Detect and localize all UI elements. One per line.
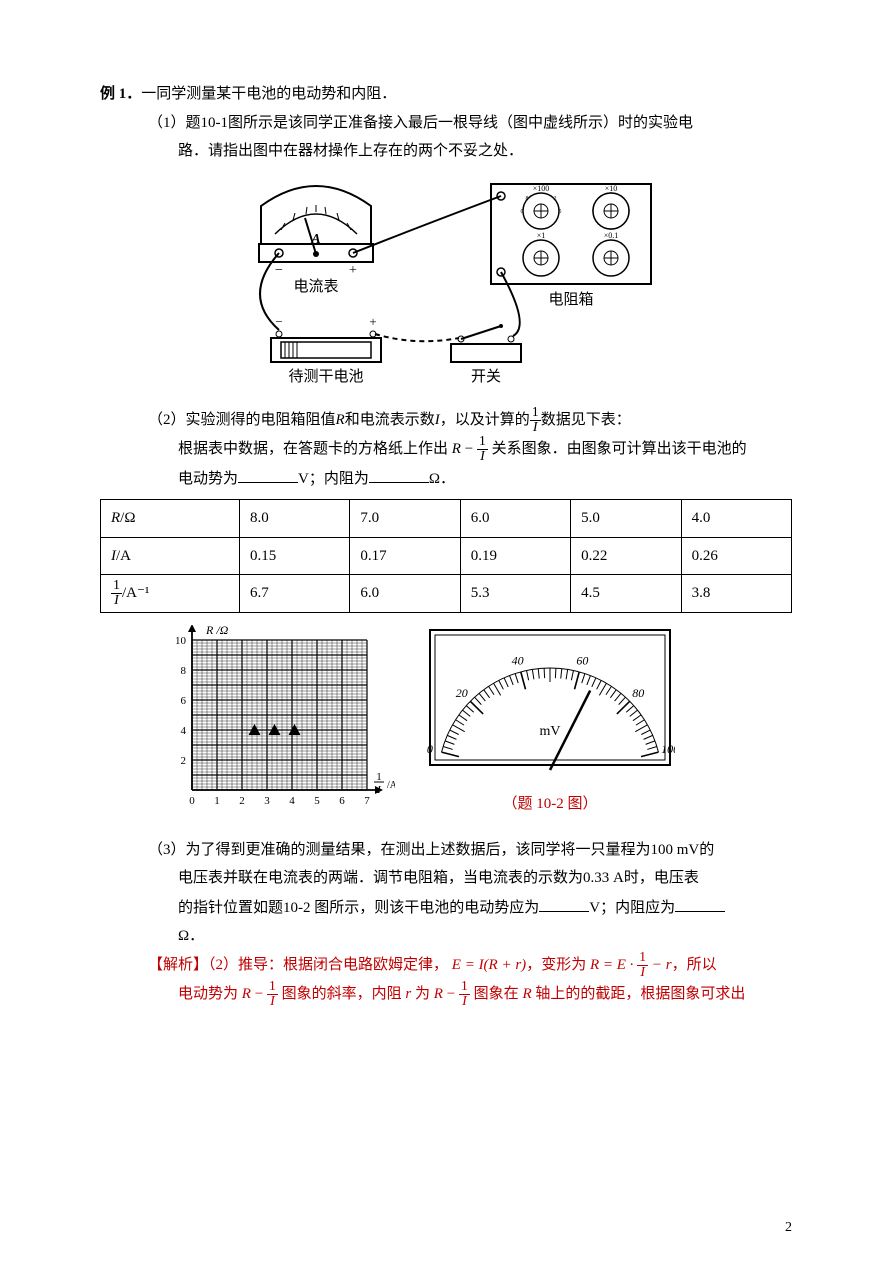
battery-label: 待测干电池 xyxy=(288,368,363,385)
svg-text:60: 60 xyxy=(576,653,588,667)
svg-text:mV: mV xyxy=(540,724,561,739)
equation-2: R = E · xyxy=(590,957,637,973)
ammeter-icon: A − + xyxy=(259,186,373,278)
svg-text:8: 8 xyxy=(526,196,529,202)
voltmeter-figure: 0 20 40 60 80 100 mV （题 10-2 图） xyxy=(425,625,675,818)
equation-1: E = I(R + r) xyxy=(452,957,526,973)
svg-text:1: 1 xyxy=(214,795,220,807)
svg-text:2: 2 xyxy=(554,196,557,202)
circuit-diagram: A − + 电流表 ×100 ×10 ×1 ×0.1 2 5 xyxy=(231,176,661,396)
analysis-line1: 【解析】（2）推导：根据闭合电路欧姆定律， E = I(R + r)，变形为 R… xyxy=(148,951,792,980)
svg-text:4: 4 xyxy=(289,795,295,807)
svg-text:3: 3 xyxy=(264,795,270,807)
analysis-label: 【解析】 xyxy=(148,957,208,973)
svg-text:80: 80 xyxy=(632,686,644,700)
voltmeter-dial: 0 20 40 60 80 100 mV xyxy=(425,625,675,775)
data-table: R/Ω 8.07.06.05.04.0 I/A 0.150.170.190.22… xyxy=(100,499,792,613)
svg-text:×10: ×10 xyxy=(605,184,618,193)
table-row: R/Ω 8.07.06.05.04.0 xyxy=(101,500,792,538)
example-label: 例 1． xyxy=(100,86,141,102)
page-number: 2 xyxy=(785,1215,792,1242)
part3-line3: 的指针位置如题10-2 图所示，则该干电池的电动势应为V；内阻应为 xyxy=(178,893,792,923)
part3-line4: Ω． xyxy=(178,922,792,951)
graph-figure: 01234567246810R /Ω1I/A⁻¹ xyxy=(160,625,395,826)
table-header-R: R/Ω xyxy=(101,500,240,538)
svg-text:R /Ω: R /Ω xyxy=(205,625,229,637)
table-row: 1I/A⁻¹ 6.76.05.34.53.8 xyxy=(101,575,792,613)
grid-chart: 01234567246810R /Ω1I/A⁻¹ xyxy=(160,625,395,815)
table-row: I/A 0.150.170.190.220.26 xyxy=(101,537,792,575)
emf2-blank xyxy=(539,893,589,912)
svg-text:20: 20 xyxy=(456,686,468,700)
example-title: 一同学测量某干电池的电动势和内阻． xyxy=(141,86,396,102)
svg-text:40: 40 xyxy=(512,653,524,667)
svg-text:2: 2 xyxy=(181,755,187,767)
part1-line2: 路．请指出图中在器材操作上存在的两个不妥之处． xyxy=(178,137,792,166)
battery-icon: − + xyxy=(271,314,381,362)
svg-text:2: 2 xyxy=(239,795,245,807)
internal-r-blank xyxy=(369,464,429,483)
svg-text:1: 1 xyxy=(376,771,382,783)
svg-text:×1: ×1 xyxy=(537,231,546,240)
table-header-invI: 1I/A⁻¹ xyxy=(101,575,240,613)
part2-label: （2） xyxy=(148,412,186,428)
analysis-line2: 电动势为 R − 1I 图象的斜率，内阻 r 为 R − 1I 图象在 R 轴上… xyxy=(178,980,792,1009)
part3-line1: （3）为了得到更准确的测量结果，在测出上述数据后，该同学将一只量程为100 mV… xyxy=(148,836,792,865)
svg-text:10: 10 xyxy=(175,635,187,647)
part2-line3: 电动势为V；内阻为Ω． xyxy=(178,464,792,494)
svg-text:100: 100 xyxy=(661,742,675,756)
resistance-box-icon: ×100 ×10 ×1 ×0.1 2 5 0 8 xyxy=(491,184,651,284)
svg-text:×100: ×100 xyxy=(533,184,550,193)
figure-caption: （题 10-2 图） xyxy=(425,790,675,819)
r2-blank xyxy=(675,893,725,912)
figure-row: 01234567246810R /Ω1I/A⁻¹ 020406080100mV … xyxy=(160,625,792,826)
ammeter-label: 电流表 xyxy=(293,278,338,295)
part1-label: （1） xyxy=(148,115,186,131)
svg-text:−: − xyxy=(275,263,283,278)
part1-line1: （1）题10-1图所示是该同学正准备接入最后一根导线（图中虚线所示）时的实验电 xyxy=(148,109,792,138)
emf-blank xyxy=(238,464,298,483)
svg-text:6: 6 xyxy=(339,795,345,807)
svg-text:4: 4 xyxy=(181,725,187,737)
svg-text:7: 7 xyxy=(364,795,370,807)
example-heading: 例 1．一同学测量某干电池的电动势和内阻． xyxy=(100,80,792,109)
part3-label: （3） xyxy=(148,842,186,858)
part2-line1: （2）实验测得的电阻箱阻值R和电流表示数I，以及计算的1I数据见下表： xyxy=(148,406,792,435)
resistance-box-label: 电阻箱 xyxy=(548,291,593,308)
switch-label: 开关 xyxy=(471,368,501,385)
svg-text:×0.1: ×0.1 xyxy=(604,231,619,240)
table-header-I: I/A xyxy=(101,537,240,575)
svg-text:/A⁻¹: /A⁻¹ xyxy=(387,780,395,791)
svg-text:8: 8 xyxy=(181,665,187,677)
svg-text:+: + xyxy=(349,263,357,278)
part2-line2: 根据表中数据，在答题卡的方格纸上作出 R − 1I 关系图象．由图象可计算出该干… xyxy=(178,435,792,464)
part3-line2: 电压表并联在电流表的两端．调节电阻箱，当电流表的示数为0.33 A时，电压表 xyxy=(178,864,792,893)
svg-text:6: 6 xyxy=(181,695,187,707)
svg-text:0: 0 xyxy=(427,742,433,756)
svg-text:0: 0 xyxy=(189,795,195,807)
svg-text:5: 5 xyxy=(314,795,320,807)
part1-text1: 题10-1图所示是该同学正准备接入最后一根导线（图中虚线所示）时的实验电 xyxy=(186,115,694,131)
ammeter-A: A xyxy=(310,232,320,247)
svg-text:0: 0 xyxy=(521,209,524,215)
switch-icon xyxy=(451,324,521,362)
svg-text:5: 5 xyxy=(559,209,562,215)
svg-text:+: + xyxy=(369,314,376,329)
